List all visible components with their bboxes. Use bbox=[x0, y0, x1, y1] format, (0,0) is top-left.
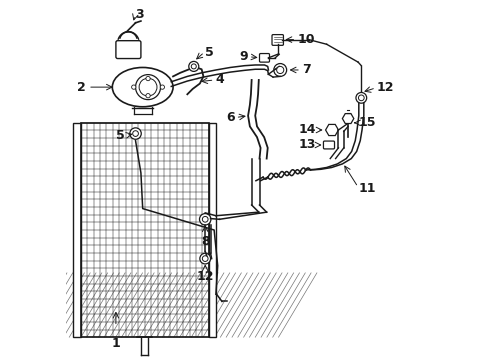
Text: 8: 8 bbox=[201, 235, 209, 248]
Text: 2: 2 bbox=[77, 81, 85, 94]
Text: 12: 12 bbox=[196, 270, 214, 283]
Circle shape bbox=[355, 93, 366, 103]
Bar bbox=[81, 123, 208, 337]
Text: 5: 5 bbox=[116, 129, 124, 142]
Circle shape bbox=[132, 131, 138, 136]
Text: 14: 14 bbox=[298, 123, 315, 136]
Circle shape bbox=[145, 94, 150, 98]
Text: 9: 9 bbox=[239, 50, 247, 63]
Circle shape bbox=[145, 76, 150, 81]
Circle shape bbox=[200, 253, 210, 264]
Circle shape bbox=[202, 216, 207, 222]
Circle shape bbox=[130, 128, 141, 139]
Bar bbox=[208, 123, 216, 337]
Text: 7: 7 bbox=[301, 63, 310, 76]
Circle shape bbox=[202, 256, 207, 261]
Ellipse shape bbox=[112, 67, 173, 107]
Circle shape bbox=[358, 95, 364, 101]
Text: 10: 10 bbox=[297, 33, 314, 46]
FancyBboxPatch shape bbox=[271, 35, 283, 45]
Text: 5: 5 bbox=[205, 46, 214, 59]
Text: 4: 4 bbox=[215, 73, 224, 86]
FancyBboxPatch shape bbox=[259, 54, 269, 62]
Text: 13: 13 bbox=[298, 139, 315, 152]
Circle shape bbox=[188, 62, 198, 71]
FancyBboxPatch shape bbox=[116, 41, 141, 59]
Circle shape bbox=[191, 64, 196, 69]
Text: 12: 12 bbox=[376, 81, 393, 94]
Text: 3: 3 bbox=[135, 9, 144, 22]
FancyBboxPatch shape bbox=[323, 141, 334, 149]
Circle shape bbox=[273, 64, 286, 76]
Circle shape bbox=[276, 66, 283, 73]
Circle shape bbox=[139, 78, 157, 96]
Text: 15: 15 bbox=[358, 116, 376, 129]
Bar bbox=[73, 123, 81, 337]
Circle shape bbox=[131, 85, 136, 89]
Text: 1: 1 bbox=[111, 337, 120, 350]
Text: 6: 6 bbox=[225, 111, 234, 124]
Circle shape bbox=[199, 213, 210, 225]
Text: 11: 11 bbox=[358, 183, 376, 195]
Circle shape bbox=[160, 85, 164, 89]
Ellipse shape bbox=[135, 75, 160, 100]
